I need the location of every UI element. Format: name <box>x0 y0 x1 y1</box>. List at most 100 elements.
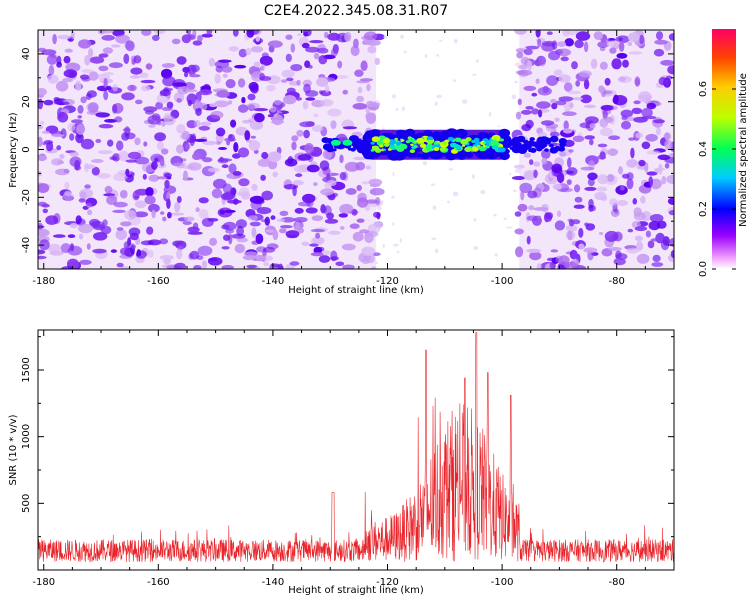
heatmap-blob <box>431 183 436 186</box>
heatmap-blob <box>509 173 512 176</box>
heatmap-blob <box>638 91 652 103</box>
heatmap-blob <box>125 168 130 177</box>
heatmap-blob <box>574 39 584 49</box>
signal-blob <box>522 139 529 145</box>
heatmap-blob <box>76 123 86 135</box>
signal-blob <box>512 137 517 142</box>
heatmap-blob <box>264 216 270 226</box>
heatmap-blob <box>267 114 275 118</box>
signal-blob <box>504 143 512 148</box>
heatmap-blob <box>147 115 162 125</box>
heatmap-blob <box>357 197 368 208</box>
heatmap-blob <box>57 160 65 165</box>
heatmap-blob <box>249 195 265 204</box>
heatmap-blob <box>249 221 261 227</box>
heatmap-blob <box>79 259 92 265</box>
heatmap-blob <box>531 92 538 97</box>
heatmap-blob <box>164 179 170 189</box>
heatmap-blob <box>174 262 186 269</box>
heatmap-blob <box>207 257 223 266</box>
heatmap-blob <box>121 92 135 101</box>
heatmap-blob <box>222 183 233 194</box>
signal-hot-blob <box>476 144 481 148</box>
heatmap-blob <box>297 154 312 161</box>
heatmap-blob <box>434 248 439 254</box>
signal-hot-blob <box>485 145 490 149</box>
heatmap-blob <box>342 89 349 95</box>
heatmap-blob <box>566 167 578 176</box>
signal-blob <box>352 143 362 150</box>
heatmap-blob <box>590 58 598 69</box>
signal-hot-blob <box>482 141 487 145</box>
heatmap-blob <box>182 66 191 73</box>
heatmap-blob <box>362 181 369 185</box>
heatmap-blob <box>285 34 293 40</box>
heatmap-blob <box>541 120 555 126</box>
heatmap-blob <box>147 250 154 258</box>
heatmap-blob <box>103 72 115 76</box>
heatmap-blob <box>618 37 623 41</box>
heatmap-blob <box>140 79 156 84</box>
heatmap-blob <box>473 218 477 222</box>
heatmap-blob <box>141 85 151 92</box>
heatmap-blob <box>69 151 79 157</box>
signal-blob <box>478 132 485 138</box>
heatmap-blob <box>38 228 50 237</box>
heatmap-blob <box>538 56 547 67</box>
heatmap-blob <box>95 112 110 118</box>
heatmap-blob <box>221 246 230 250</box>
heatmap-blob <box>142 173 147 180</box>
heatmap-blob <box>301 241 310 247</box>
colorbar-tick-label: 0.6 <box>698 81 709 97</box>
heatmap-blob <box>198 197 209 204</box>
colorbar: 0.0 0.2 0.4 0.6 Normalized spectral amplitu… <box>698 29 749 277</box>
heatmap-blob <box>246 102 261 110</box>
heatmap-blob <box>115 229 128 241</box>
heatmap-blob <box>187 99 192 107</box>
heatmap-blob <box>284 158 298 167</box>
heatmap-blob <box>257 158 271 167</box>
heatmap-blob <box>69 133 75 141</box>
signal-hot-blob <box>491 134 501 141</box>
heatmap-blob <box>664 139 673 150</box>
heatmap-blob <box>263 246 276 253</box>
heatmap-blob <box>616 200 628 206</box>
heatmap-blob <box>145 63 153 70</box>
heatmap-blob <box>286 87 296 94</box>
heatmap-blob <box>635 132 643 139</box>
heatmap-blob <box>183 216 195 222</box>
spectrogram-y-axis-label: Frequency (Hz) <box>8 112 19 188</box>
heatmap-blob <box>395 108 399 111</box>
heatmap-blob <box>568 149 574 153</box>
heatmap-blob <box>45 215 59 226</box>
heatmap-blob <box>118 150 129 162</box>
heatmap-blob <box>98 124 114 129</box>
signal-blob <box>549 147 559 154</box>
heatmap-blob <box>517 203 528 212</box>
heatmap-blob <box>657 154 671 161</box>
signal-hot-blob <box>450 142 458 148</box>
heatmap-blob <box>255 254 265 262</box>
heatmap-blob <box>436 53 440 57</box>
signal-blob <box>445 128 459 139</box>
heatmap-blob <box>134 156 150 165</box>
heatmap-blob <box>392 171 395 176</box>
heatmap-blob <box>310 236 324 246</box>
signal-blob <box>365 130 372 136</box>
heatmap-blob <box>119 247 131 256</box>
heatmap-blob <box>75 215 82 225</box>
heatmap-blob <box>335 261 345 267</box>
heatmap-blob <box>354 69 364 77</box>
heatmap-blob <box>604 174 618 185</box>
heatmap-blob <box>253 61 261 68</box>
heatmap-blob <box>53 234 66 238</box>
heatmap-blob <box>64 190 72 197</box>
heatmap-blob <box>514 211 522 217</box>
heatmap-blob <box>593 31 604 40</box>
heatmap-blob <box>471 174 475 179</box>
heatmap-blob <box>38 88 47 96</box>
heatmap-blob <box>110 249 117 253</box>
heatmap-blob <box>78 198 86 203</box>
signal-hot-blob <box>410 143 414 146</box>
heatmap-blob <box>584 186 597 191</box>
